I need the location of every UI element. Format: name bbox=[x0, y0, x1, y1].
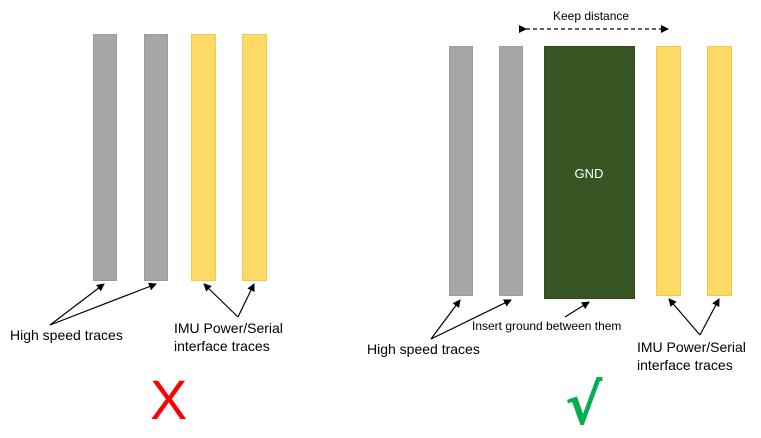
left-imu-label-line2: interface traces bbox=[174, 338, 270, 354]
insert-ground-label: Insert ground between them bbox=[472, 319, 622, 333]
right-imu-trace-2 bbox=[707, 46, 732, 296]
trace-layout-diagram: High speed traces IMU Power/Serial inter… bbox=[10, 9, 746, 434]
left-imu-trace-1 bbox=[191, 34, 216, 281]
left-imu-label-line1: IMU Power/Serial bbox=[174, 320, 283, 336]
right-high-speed-label: High speed traces bbox=[367, 341, 480, 357]
left-high-speed-arrow-1 bbox=[49, 283, 105, 326]
correct-mark: √ bbox=[565, 373, 603, 438]
right-imu-arrow-2 bbox=[699, 298, 720, 336]
left-high-speed-trace-2 bbox=[144, 34, 168, 281]
ground-plane bbox=[544, 46, 635, 299]
left-high-speed-arrow-2 bbox=[49, 282, 157, 326]
left-imu-trace-2 bbox=[242, 34, 267, 281]
gnd-label: GND bbox=[574, 166, 604, 181]
keep-distance-label: Keep distance bbox=[553, 9, 630, 23]
right-imu-arrow-1 bbox=[668, 298, 701, 336]
right-imu-label-line1: IMU Power/Serial bbox=[637, 339, 746, 355]
left-imu-arrow-1 bbox=[203, 283, 239, 318]
right-imu-trace-1 bbox=[656, 46, 681, 296]
left-high-speed-trace-1 bbox=[93, 34, 117, 281]
right-high-speed-arrow-2 bbox=[430, 299, 512, 340]
right-imu-label-line2: interface traces bbox=[637, 357, 733, 373]
arrows-layer bbox=[49, 25, 720, 340]
left-high-speed-label: High speed traces bbox=[10, 327, 123, 343]
right-high-speed-trace-2 bbox=[499, 46, 523, 296]
right-high-speed-arrow-1 bbox=[430, 299, 461, 340]
wrong-mark: X bbox=[150, 368, 188, 431]
left-imu-arrow-2 bbox=[237, 283, 255, 318]
right-high-speed-trace-1 bbox=[449, 46, 473, 296]
insert-ground-arrow bbox=[564, 301, 590, 318]
